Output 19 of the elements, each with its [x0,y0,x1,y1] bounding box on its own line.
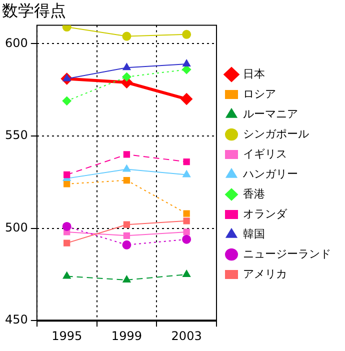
legend-label: ニュージーランド [243,247,331,260]
legend-label: アメリカ [243,267,287,280]
y-tick-label: 450 [5,312,28,327]
legend-label: ルーマニア [243,107,298,120]
x-tick-label: 1995 [52,328,82,343]
x-tick-label: 1999 [111,328,142,343]
legend-label: ハンガリー [242,167,298,180]
x-tick-label: 2003 [171,328,202,343]
chart-title: 数学得点 [2,0,66,20]
y-tick-label: 600 [5,36,28,50]
legend-label: オランダ [243,207,288,220]
legend-label: 香港 [243,187,265,200]
y-tick-label: 500 [5,220,28,234]
legend-label: ロシア [243,87,276,100]
legend-label: 韓国 [243,227,265,240]
legend-label: 日本 [243,67,265,80]
y-tick-label: 550 [5,128,28,142]
legend-label: シンガポール [243,127,309,140]
legend-label: イギリス [243,147,287,160]
